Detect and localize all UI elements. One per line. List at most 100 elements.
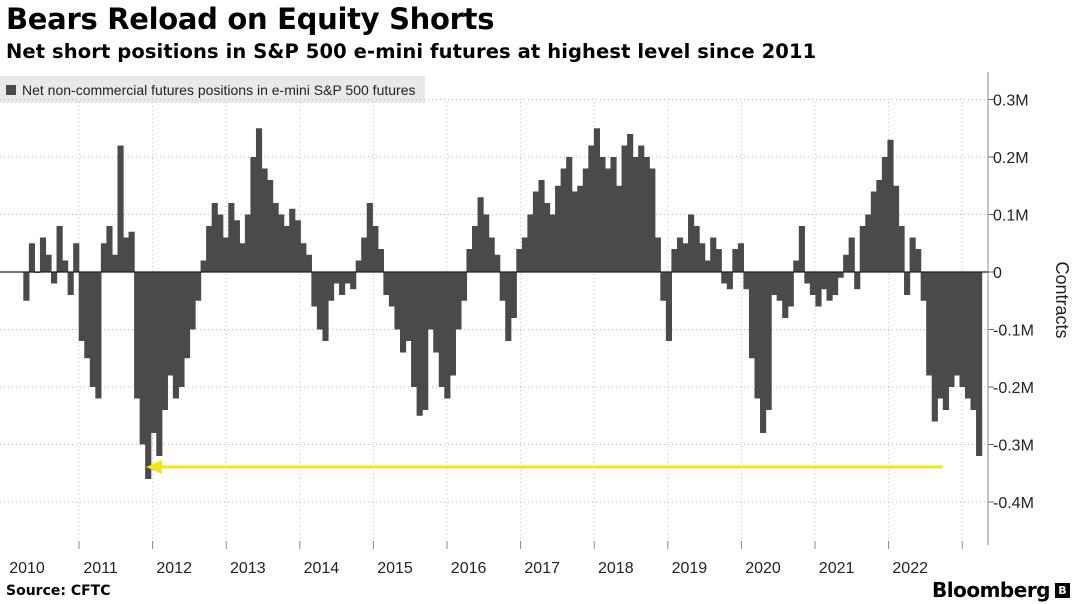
bar [510, 272, 517, 318]
chart-subtitle: Net short positions in S&P 500 e-mini fu… [6, 40, 817, 63]
bar [976, 272, 983, 456]
bar [588, 145, 595, 272]
y-axis-title: Contracts [1052, 261, 1072, 338]
bar [156, 272, 163, 456]
x-tick-label: 2020 [745, 560, 781, 577]
x-tick-label: 2022 [892, 560, 928, 577]
bar [931, 272, 938, 422]
x-tick-label: 2015 [377, 560, 413, 577]
bar [616, 185, 623, 272]
bar [837, 272, 844, 278]
bar [217, 214, 224, 272]
bar [942, 272, 949, 410]
bar [538, 180, 545, 272]
bar [532, 191, 540, 272]
bar [316, 272, 324, 330]
bar [311, 272, 318, 307]
bar [859, 226, 866, 272]
bar [161, 272, 168, 410]
bar [427, 272, 434, 330]
bar [826, 272, 833, 301]
bar [632, 157, 639, 272]
bar [793, 260, 800, 272]
y-tick-label: 0.2M [993, 150, 1029, 167]
bar [261, 168, 268, 272]
bar [665, 272, 672, 341]
bar [172, 272, 180, 399]
bar [610, 157, 617, 272]
annotation-arrow-head-icon [146, 460, 162, 474]
bar [100, 243, 108, 272]
bar [937, 272, 944, 399]
bar [422, 272, 429, 410]
bar [483, 214, 490, 272]
bar [466, 249, 473, 272]
bar [953, 272, 961, 376]
bar [471, 226, 479, 272]
bar [621, 145, 628, 272]
bar [809, 272, 817, 295]
bar [904, 272, 911, 295]
bar [62, 260, 69, 272]
bar [355, 260, 362, 272]
x-tick-label: 2010 [9, 560, 45, 577]
bar [39, 237, 47, 272]
bar [178, 272, 185, 387]
bar [89, 272, 96, 387]
bar [405, 272, 412, 341]
bar [848, 237, 855, 272]
bar [145, 272, 152, 479]
bar [195, 272, 202, 301]
bar [438, 272, 445, 387]
y-tick-label: 0 [993, 265, 1002, 282]
bar [948, 272, 955, 387]
bar [909, 237, 916, 272]
x-tick-label: 2012 [156, 560, 192, 577]
bar [28, 243, 35, 272]
bar [106, 226, 113, 272]
bar [782, 272, 789, 318]
bar [244, 214, 252, 272]
bar [294, 220, 301, 272]
bar [688, 214, 695, 272]
bar [200, 260, 207, 272]
bar [239, 243, 246, 272]
bar [333, 272, 340, 284]
bar [255, 128, 263, 272]
bar [676, 237, 684, 272]
bar [344, 272, 351, 284]
bar [45, 254, 52, 272]
x-tick-label: 2018 [598, 560, 634, 577]
bar [743, 272, 750, 290]
bar [765, 272, 772, 410]
bar [488, 237, 495, 272]
bar [649, 168, 656, 272]
bar [638, 145, 645, 272]
bar [566, 157, 573, 272]
bar [95, 272, 102, 399]
bar [272, 203, 279, 272]
bar [150, 272, 157, 433]
bar [544, 203, 551, 272]
y-tick-label: 0.1M [993, 208, 1029, 225]
bloomberg-mark-icon: B [1055, 583, 1070, 598]
bar [748, 272, 756, 359]
bar [555, 185, 562, 272]
bar [84, 272, 91, 359]
bar [444, 272, 451, 399]
legend-label: Net non-commercial futures positions in … [22, 81, 416, 98]
bar [571, 191, 578, 272]
bar [710, 237, 717, 272]
x-tick-label: 2017 [524, 560, 560, 577]
bar [627, 134, 634, 272]
x-tick-label: 2016 [451, 560, 487, 577]
bar [455, 272, 462, 330]
bar [289, 208, 296, 272]
bar [876, 180, 883, 272]
bar [183, 272, 191, 359]
bar [582, 168, 589, 272]
bar [499, 272, 506, 301]
bar [73, 243, 80, 272]
bar [721, 272, 728, 284]
bar [760, 272, 767, 433]
